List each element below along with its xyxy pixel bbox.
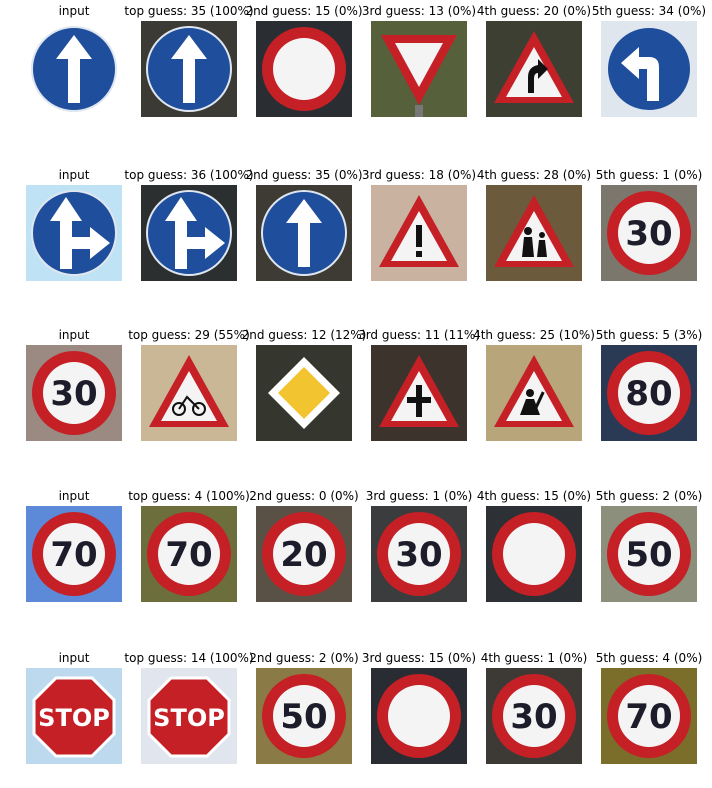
speed-limit-digits: 30 <box>625 214 672 254</box>
input-title: input <box>58 651 90 665</box>
sign-image-speed-limit: 70 <box>141 506 237 602</box>
sign-image-bicycles-crossing <box>141 345 237 441</box>
sign-image-speed-limit: 30 <box>601 185 697 281</box>
sign-image-stop: STOP <box>26 668 122 764</box>
guess-title: top guess: 36 (100%) <box>124 168 254 182</box>
guess-title: top guess: 35 (100%) <box>124 4 254 18</box>
guess-title: 5th guess: 5 (3%) <box>595 328 703 342</box>
guess-title: 2nd guess: 12 (12%) <box>241 328 367 342</box>
guess-title: 4th guess: 28 (0%) <box>476 168 592 182</box>
guess-title: top guess: 14 (100%) <box>124 651 254 665</box>
speed-limit-digits: 80 <box>625 374 672 414</box>
sign-image-speed-limit: 70 <box>26 506 122 602</box>
guess-title: 3rd guess: 11 (11%) <box>358 328 480 342</box>
guess-title: 2nd guess: 35 (0%) <box>245 168 363 182</box>
guess-title: 3rd guess: 15 (0%) <box>361 651 477 665</box>
speed-limit-digits: 30 <box>50 374 97 414</box>
guess-title: 3rd guess: 13 (0%) <box>361 4 477 18</box>
speed-limit-digits: 70 <box>50 535 97 575</box>
sign-image-ahead-only <box>141 21 237 117</box>
speed-limit-digits: 30 <box>395 535 442 575</box>
sign-image-speed-limit: 80 <box>601 345 697 441</box>
speed-limit-digits: 50 <box>625 535 672 575</box>
guess-title: 3rd guess: 18 (0%) <box>361 168 477 182</box>
guess-title: 5th guess: 4 (0%) <box>595 651 703 665</box>
speed-limit-digits: 50 <box>280 697 327 737</box>
guess-title: 4th guess: 1 (0%) <box>480 651 588 665</box>
guess-title: 4th guess: 15 (0%) <box>476 489 592 503</box>
sign-image-speed-limit: 30 <box>486 668 582 764</box>
sign-image-ahead-only <box>26 21 122 117</box>
sign-image-priority-road <box>256 345 352 441</box>
sign-image-speed-limit: 70 <box>601 668 697 764</box>
guess-title: 3rd guess: 1 (0%) <box>365 489 473 503</box>
sign-image-general-caution <box>371 185 467 281</box>
sign-image-no-vehicles <box>371 668 467 764</box>
speed-limit-digits: 30 <box>510 697 557 737</box>
guess-title: 2nd guess: 0 (0%) <box>249 489 359 503</box>
sign-image-road-work <box>486 345 582 441</box>
guess-title: 2nd guess: 15 (0%) <box>245 4 363 18</box>
sign-image-speed-limit: 30 <box>371 506 467 602</box>
speed-limit-digits: 70 <box>625 697 672 737</box>
input-title: input <box>58 328 90 342</box>
guess-title: top guess: 29 (55%) <box>128 328 250 342</box>
sign-image-yield <box>371 21 467 117</box>
guess-title: 4th guess: 25 (10%) <box>473 328 595 342</box>
sign-image-speed-limit: 50 <box>256 668 352 764</box>
sign-image-no-vehicles <box>256 21 352 117</box>
guess-title: 5th guess: 1 (0%) <box>595 168 703 182</box>
speed-limit-digits: 20 <box>280 535 327 575</box>
sign-image-speed-limit: 50 <box>601 506 697 602</box>
guess-title: 5th guess: 2 (0%) <box>595 489 703 503</box>
sign-image-turn-left-ahead <box>601 21 697 117</box>
guess-title: 5th guess: 34 (0%) <box>591 4 707 18</box>
stop-lettering: STOP <box>153 704 225 732</box>
sign-image-no-vehicles <box>486 506 582 602</box>
sign-image-ahead-only <box>256 185 352 281</box>
sign-image-stop: STOP <box>141 668 237 764</box>
sign-image-dangerous-curve-right <box>486 21 582 117</box>
guess-title: 4th guess: 20 (0%) <box>476 4 592 18</box>
speed-limit-digits: 70 <box>165 535 212 575</box>
input-title: input <box>58 4 90 18</box>
sign-image-speed-limit: 20 <box>256 506 352 602</box>
sign-image-right-of-way <box>371 345 467 441</box>
guess-title: 2nd guess: 2 (0%) <box>249 651 359 665</box>
sign-image-speed-limit: 30 <box>26 345 122 441</box>
sign-image-children-crossing <box>486 185 582 281</box>
guess-title: top guess: 4 (100%) <box>128 489 250 503</box>
stop-lettering: STOP <box>38 704 110 732</box>
sign-image-go-straight-or-right <box>141 185 237 281</box>
input-title: input <box>58 168 90 182</box>
sign-image-go-straight-or-right <box>26 185 122 281</box>
input-title: input <box>58 489 90 503</box>
